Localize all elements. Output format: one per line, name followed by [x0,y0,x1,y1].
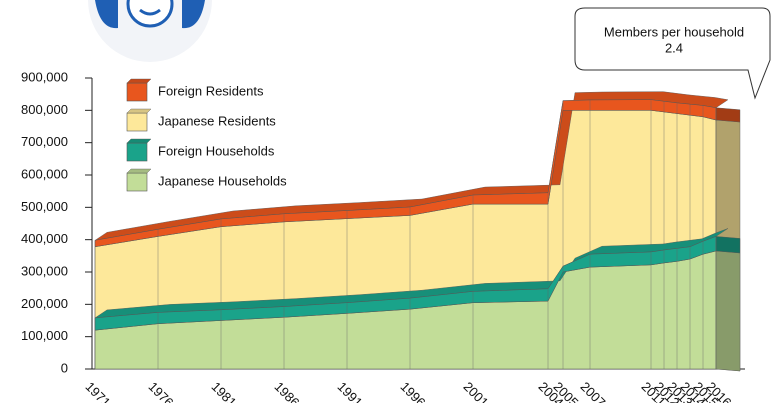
legend-swatch [126,172,148,192]
y-tick-label: 900,000 [21,69,68,84]
x-tick-label: 1986 [271,379,302,403]
legend-label: Japanese Households [158,173,287,188]
callout: Members per household 2.4 [574,7,771,100]
legend-swatch [126,142,148,162]
logo [88,0,212,62]
x-tick-label: 2001 [460,379,491,403]
y-tick-label: 200,000 [21,296,68,311]
legend-swatch-top [126,138,152,144]
legend-label: Foreign Residents [158,83,264,98]
y-tick-label: 600,000 [21,166,68,181]
y-tick-label: 0 [61,360,68,375]
y-tick-label: 100,000 [21,328,68,343]
y-tick-label: 300,000 [21,263,68,278]
legend-swatch-top [126,108,152,114]
x-tick-label: 2007 [577,379,608,403]
x-tick-label: 1996 [397,379,428,403]
y-tick-label: 800,000 [21,102,68,117]
y-tick-label: 400,000 [21,231,68,246]
area-side [715,107,741,123]
annotation-title: Members per household [604,24,744,39]
legend-label: Foreign Households [158,143,275,158]
area-side [715,250,741,372]
x-tick-label: 1971 [82,379,113,403]
x-tick-label: 1991 [334,379,365,403]
legend-swatch [126,82,148,102]
y-tick-label: 500,000 [21,199,68,214]
legend-label: Japanese Residents [158,113,276,128]
annotation-value: 2.4 [665,40,683,55]
legend-swatch [126,112,148,132]
x-tick-label: 1976 [145,379,176,403]
area-side [715,236,741,254]
legend-swatch-top [126,78,152,84]
x-tick-label: 1981 [208,379,239,403]
y-tick-label: 700,000 [21,134,68,149]
legend-swatch-top [126,168,152,174]
